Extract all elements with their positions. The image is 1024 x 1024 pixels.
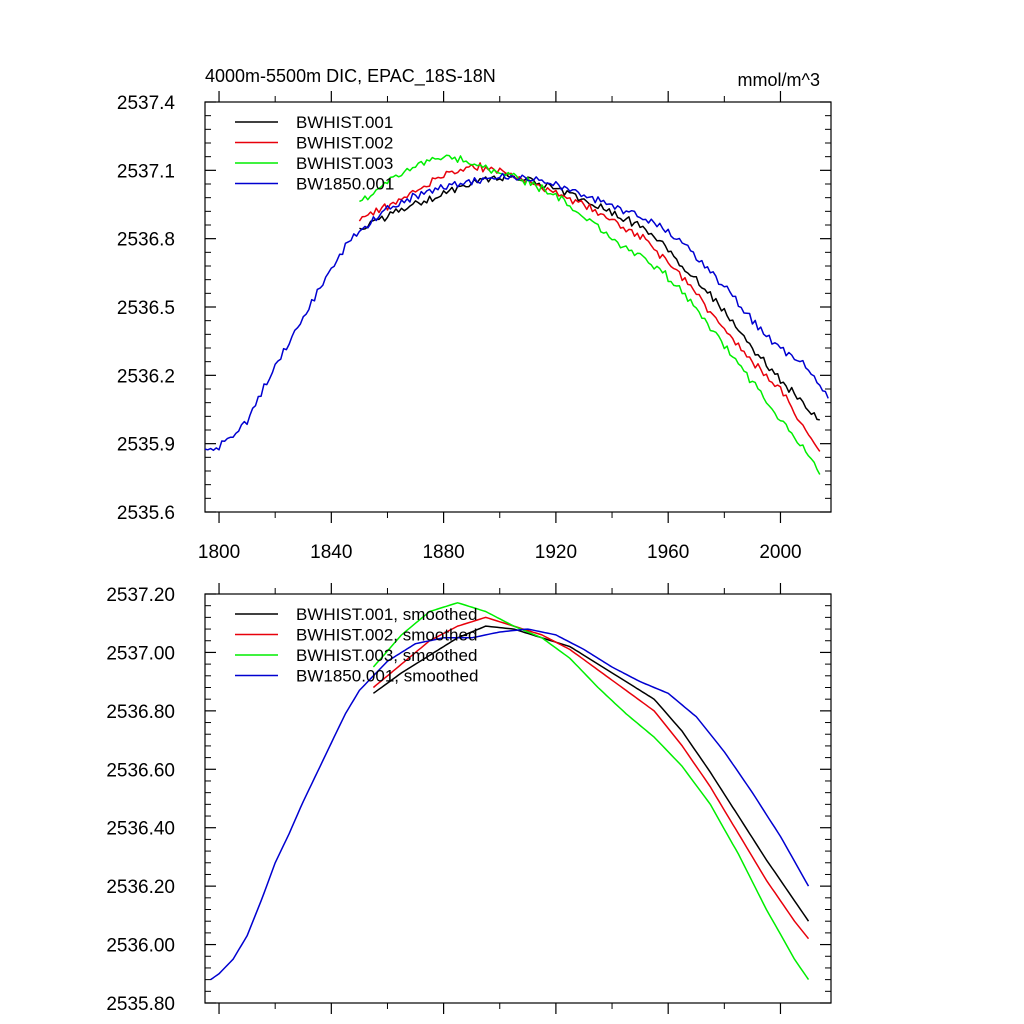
y-tick-label: 2537.00 bbox=[106, 643, 175, 664]
y-tick-label: 2537.20 bbox=[106, 585, 175, 606]
x-tick-label: 1840 bbox=[310, 542, 352, 563]
x-tick-label: 2000 bbox=[759, 542, 801, 563]
legend-label: BWHIST.003 bbox=[296, 154, 393, 173]
legend-label: BWHIST.003, smoothed bbox=[296, 646, 477, 665]
legend-label: BWHIST.001 bbox=[296, 113, 393, 132]
top-panel: 4000m-5500m DIC, EPAC_18S-18N mmol/m^3 2… bbox=[117, 66, 832, 563]
y-tick-label: 2536.80 bbox=[106, 702, 175, 723]
y-tick-label: 2536.00 bbox=[106, 936, 175, 957]
y-tick-label: 2537.1 bbox=[117, 161, 175, 182]
legend-label: BWHIST.002, smoothed bbox=[296, 626, 477, 645]
legend-label: BW1850.001, smoothed bbox=[296, 667, 478, 686]
series-line-bwhist-002 bbox=[372, 616, 810, 940]
y-tick-label: 2537.4 bbox=[117, 93, 176, 114]
x-tick-label: 1960 bbox=[647, 542, 689, 563]
y-tick-label: 2535.6 bbox=[117, 503, 175, 524]
top-panel-title: 4000m-5500m DIC, EPAC_18S-18N bbox=[205, 66, 496, 87]
y-tick-label: 2536.20 bbox=[106, 877, 175, 898]
y-tick-label: 2535.9 bbox=[117, 435, 175, 456]
x-tick-label: 1880 bbox=[422, 542, 464, 563]
series-line-bwhist-001 bbox=[372, 625, 810, 922]
series-line-bwhist-003 bbox=[372, 602, 810, 981]
x-tick-label: 1800 bbox=[198, 542, 240, 563]
top-panel-units: mmol/m^3 bbox=[738, 70, 820, 90]
y-tick-label: 2536.2 bbox=[117, 366, 175, 387]
series-line-bw1850-001 bbox=[210, 628, 810, 981]
y-tick-label: 2536.60 bbox=[106, 760, 175, 781]
legend-label: BW1850.001 bbox=[296, 175, 394, 194]
series-line-bwhist-001 bbox=[359, 172, 820, 421]
legend-label: BWHIST.002 bbox=[296, 134, 393, 153]
legend-label: BWHIST.001, smoothed bbox=[296, 605, 477, 624]
bottom-panel: 2535.80 2536.00 2536.20 2536.40 2536.60 2536.… bbox=[106, 583, 832, 1015]
y-tick-label: 2536.40 bbox=[106, 819, 175, 840]
plot-frame bbox=[204, 593, 832, 1004]
x-tick-label: 1920 bbox=[535, 542, 577, 563]
y-tick-label: 2535.80 bbox=[106, 994, 175, 1015]
series-line-bw1850-001 bbox=[204, 172, 829, 452]
series-line-bwhist-003 bbox=[359, 154, 821, 475]
y-tick-label: 2536.5 bbox=[117, 298, 175, 319]
y-tick-label: 2536.8 bbox=[117, 230, 175, 251]
series-line-bwhist-002 bbox=[358, 162, 821, 452]
